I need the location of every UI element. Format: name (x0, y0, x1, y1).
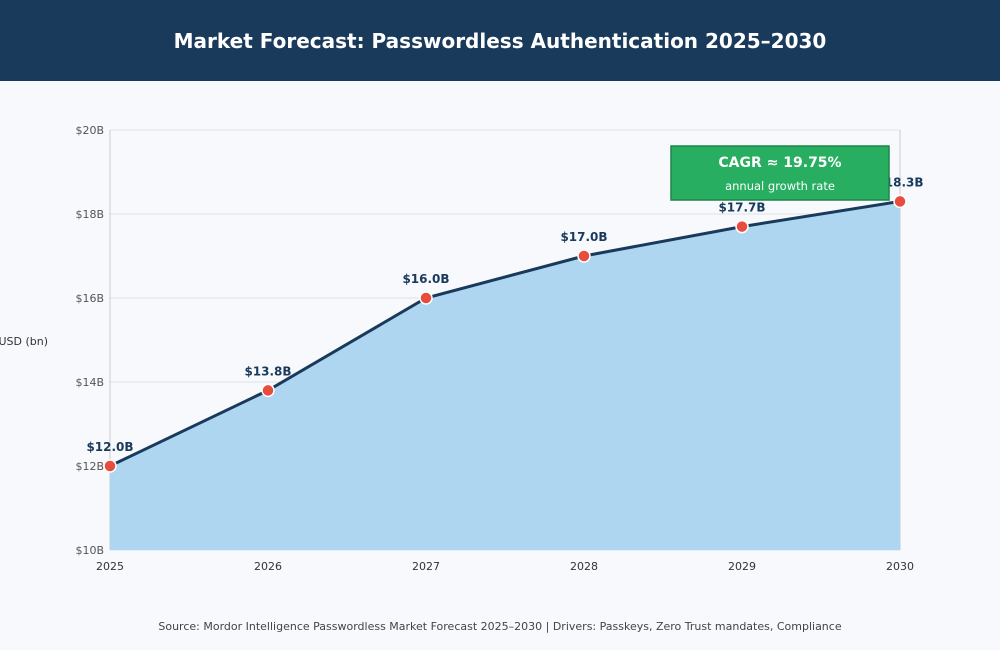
data-point (419, 291, 433, 305)
data-point (261, 383, 275, 398)
data-label: $17.0B (560, 230, 607, 244)
page-title: Market Forecast: Passwordless Authentica… (173, 28, 827, 53)
cagr-annotation-subtitle: annual growth rate (725, 179, 835, 193)
data-point (893, 194, 907, 209)
data-point (577, 249, 591, 263)
cagr-annotation-title: CAGR ≈ 19.75% (718, 155, 841, 171)
area-fill (110, 201, 900, 550)
data-label: $13.8B (244, 364, 291, 378)
data-point (103, 459, 117, 473)
data-point (735, 219, 749, 234)
y-tick-label: $18B (75, 208, 104, 221)
source-note: Source: Mordor Intelligence Passwordless… (158, 620, 842, 633)
y-tick-label: $20B (75, 124, 104, 137)
y-tick-label: $10B (75, 544, 104, 557)
header-bar: Market Forecast: Passwordless Authentica… (0, 0, 1000, 81)
y-tick-label: $16B (75, 292, 104, 305)
data-label: $17.7B (718, 201, 765, 215)
data-label: $12.0B (86, 440, 133, 454)
x-tick-label: 2025 (96, 560, 124, 573)
series-line (109, 199, 901, 468)
x-tick-label: 2030 (886, 560, 914, 573)
data-label: $16.0B (402, 272, 449, 286)
cagr-annotation-box (670, 145, 890, 201)
x-tick-label: 2026 (254, 560, 282, 573)
x-tick-label: 2029 (728, 560, 756, 573)
y-tick-label: $12B (75, 460, 104, 473)
y-axis-label: USD (bn) (0, 335, 48, 348)
y-tick-label: $14B (75, 376, 104, 389)
x-tick-label: 2028 (570, 560, 598, 573)
x-tick-label: 2027 (412, 560, 440, 573)
